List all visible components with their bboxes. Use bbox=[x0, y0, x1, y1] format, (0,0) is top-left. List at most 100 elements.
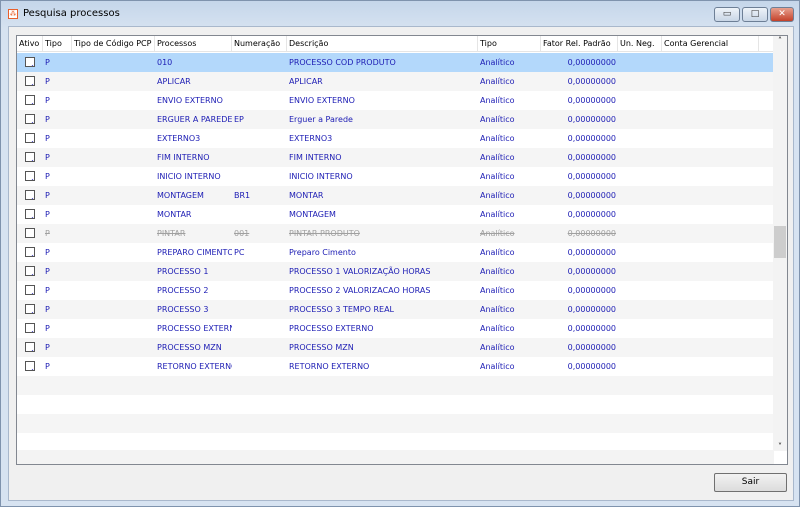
table-row[interactable]: P PINTAR 001 PINTAR PRODUTO Analítico 0,00000… bbox=[17, 224, 774, 243]
minimize-button[interactable]: ▭ bbox=[714, 7, 740, 22]
cell-un-neg bbox=[618, 281, 662, 300]
exit-button[interactable]: Sair bbox=[714, 473, 787, 492]
column-header-tipo-analitico[interactable]: Tipo bbox=[478, 36, 541, 51]
table-row[interactable]: ✓ P PROCESSO 1 PROCESSO 1 VALORIZAÇÃO HORAS… bbox=[17, 262, 774, 281]
table-row[interactable]: ✓ P MONTAR MONTAGEM Analítico 0,00000000 bbox=[17, 205, 774, 224]
cell-tipo: P bbox=[45, 324, 50, 333]
cell-fator-rel-padrao: 0,00000000 bbox=[567, 115, 616, 124]
cell-processos: RETORNO EXTERNO bbox=[157, 362, 232, 371]
table-row[interactable]: ✓ P 010 PROCESSO COD PRODUTO Analítico 0,0000… bbox=[17, 53, 774, 72]
table-row[interactable]: ✓ P PROCESSO 3 PROCESSO 3 TEMPO REAL Analíti… bbox=[17, 300, 774, 319]
scroll-thumb[interactable] bbox=[774, 226, 786, 258]
cell-processos: PROCESSO 1 bbox=[157, 267, 209, 276]
ativo-checkbox[interactable]: ✓ bbox=[25, 57, 35, 67]
ativo-checkbox[interactable]: ✓ bbox=[25, 209, 35, 219]
cell-numeracao bbox=[232, 338, 287, 357]
column-header-tipo[interactable]: Tipo bbox=[43, 36, 72, 51]
column-header-tipo-codigo-pcp[interactable]: Tipo de Código PCP bbox=[72, 36, 155, 51]
cell-descricao: ENVIO EXTERNO bbox=[289, 96, 355, 105]
table-row[interactable]: ✓ P MONTAGEM BR1 MONTAR Analítico 0,00000000 bbox=[17, 186, 774, 205]
cell-tipo-analitico: Analítico bbox=[480, 77, 515, 86]
cell-tipo-analitico: Analítico bbox=[480, 362, 515, 371]
cell-tipo-codigo-pcp bbox=[72, 243, 155, 262]
ativo-checkbox[interactable]: ✓ bbox=[25, 304, 35, 314]
cell-numeracao bbox=[232, 281, 287, 300]
cell-tipo-codigo-pcp bbox=[72, 281, 155, 300]
column-header-descricao[interactable]: Descrição bbox=[287, 36, 478, 51]
empty-row bbox=[17, 414, 774, 433]
column-header-fator-rel-padrao[interactable]: Fator Rel. Padrão bbox=[541, 36, 618, 51]
scroll-down-icon[interactable]: ˅ bbox=[778, 442, 782, 451]
ativo-checkbox[interactable]: ✓ bbox=[25, 95, 35, 105]
horizontal-scrollbar[interactable] bbox=[17, 450, 774, 464]
cell-fator-rel-padrao: 0,00000000 bbox=[567, 96, 616, 105]
vertical-scrollbar[interactable]: ˄ ˅ bbox=[773, 36, 787, 451]
cell-processos: PROCESSO EXTERNO bbox=[157, 324, 232, 333]
ativo-checkbox[interactable]: ✓ bbox=[25, 247, 35, 257]
ativo-checkbox[interactable]: ✓ bbox=[25, 342, 35, 352]
cell-conta-gerencial bbox=[662, 186, 759, 205]
column-header-un-neg[interactable]: Un. Neg. bbox=[618, 36, 662, 51]
cell-numeracao bbox=[232, 72, 287, 91]
ativo-checkbox[interactable]: ✓ bbox=[25, 266, 35, 276]
cell-descricao: PROCESSO 2 VALORIZACAO HORAS bbox=[289, 286, 431, 295]
table-row[interactable]: ✓ P FIM INTERNO FIM INTERNO Analítico 0,00000… bbox=[17, 148, 774, 167]
ativo-checkbox[interactable]: ✓ bbox=[25, 133, 35, 143]
cell-tipo: P bbox=[45, 267, 50, 276]
ativo-checkbox[interactable]: ✓ bbox=[25, 361, 35, 371]
cell-processos: ERGUER A PAREDE bbox=[157, 115, 232, 124]
table-row[interactable]: ✓ P PROCESSO EXTERNO PROCESSO EXTERNO Analít… bbox=[17, 319, 774, 338]
process-grid[interactable]: Ativo Tipo Tipo de Código PCP Processos Nume… bbox=[16, 35, 788, 465]
cell-ativo: ✓ bbox=[17, 205, 43, 224]
cell-tipo: P bbox=[45, 191, 50, 200]
table-row[interactable]: ✓ P PROCESSO MZN PROCESSO MZN Analítico 0,000… bbox=[17, 338, 774, 357]
cell-tipo: P bbox=[45, 77, 50, 86]
cell-tipo-codigo-pcp bbox=[72, 338, 155, 357]
cell-numeracao: EP bbox=[234, 115, 244, 124]
column-header-conta-gerencial[interactable]: Conta Gerencial bbox=[662, 36, 759, 51]
column-header-ativo[interactable]: Ativo bbox=[17, 36, 43, 51]
ativo-checkbox[interactable]: ✓ bbox=[25, 152, 35, 162]
table-row[interactable]: ✓ P APLICAR APLICAR Analítico 0,00000000 bbox=[17, 72, 774, 91]
cell-conta-gerencial bbox=[662, 129, 759, 148]
cell-fator-rel-padrao: 0,00000000 bbox=[567, 134, 616, 143]
table-row[interactable]: ✓ P PROCESSO 2 PROCESSO 2 VALORIZACAO HORAS… bbox=[17, 281, 774, 300]
cell-un-neg bbox=[618, 167, 662, 186]
cell-tipo: P bbox=[45, 134, 50, 143]
cell-descricao: FIM INTERNO bbox=[289, 153, 342, 162]
ativo-checkbox[interactable] bbox=[25, 228, 35, 238]
ativo-checkbox[interactable]: ✓ bbox=[25, 285, 35, 295]
cell-tipo-codigo-pcp bbox=[72, 262, 155, 281]
cell-tipo-codigo-pcp bbox=[72, 167, 155, 186]
table-row[interactable]: ✓ P INICIO INTERNO INICIO INTERNO Analítico 0… bbox=[17, 167, 774, 186]
close-button[interactable]: ✕ bbox=[770, 7, 794, 22]
scroll-up-icon[interactable]: ˄ bbox=[778, 36, 782, 45]
column-header-processos[interactable]: Processos bbox=[155, 36, 232, 51]
ativo-checkbox[interactable]: ✓ bbox=[25, 114, 35, 124]
cell-ativo: ✓ bbox=[17, 262, 43, 281]
ativo-checkbox[interactable]: ✓ bbox=[25, 76, 35, 86]
cell-descricao: Preparo Cimento bbox=[289, 248, 356, 257]
table-row[interactable]: ✓ P ENVIO EXTERNO ENVIO EXTERNO Analítico 0,0… bbox=[17, 91, 774, 110]
ativo-checkbox[interactable]: ✓ bbox=[25, 323, 35, 333]
cell-tipo-codigo-pcp bbox=[72, 91, 155, 110]
maximize-button[interactable]: □ bbox=[742, 7, 768, 22]
cell-ativo: ✓ bbox=[17, 319, 43, 338]
cell-ativo: ✓ bbox=[17, 110, 43, 129]
cell-tipo-analitico: Analítico bbox=[480, 343, 515, 352]
table-row[interactable]: ✓ P EXTERNO3 EXTERNO3 Analítico 0,00000000 bbox=[17, 129, 774, 148]
ativo-checkbox[interactable]: ✓ bbox=[25, 190, 35, 200]
table-row[interactable]: ✓ P RETORNO EXTERNO RETORNO EXTERNO Analític… bbox=[17, 357, 774, 376]
column-header-numeracao[interactable]: Numeração bbox=[232, 36, 287, 51]
cell-numeracao: 001 bbox=[234, 229, 250, 238]
cell-fator-rel-padrao: 0,00000000 bbox=[567, 77, 616, 86]
cell-tipo-codigo-pcp bbox=[72, 224, 155, 243]
cell-descricao: MONTAGEM bbox=[289, 210, 336, 219]
ativo-checkbox[interactable]: ✓ bbox=[25, 171, 35, 181]
cell-descricao: PINTAR PRODUTO bbox=[289, 229, 360, 238]
cell-tipo-analitico: Analítico bbox=[480, 324, 515, 333]
cell-descricao: MONTAR bbox=[289, 191, 324, 200]
